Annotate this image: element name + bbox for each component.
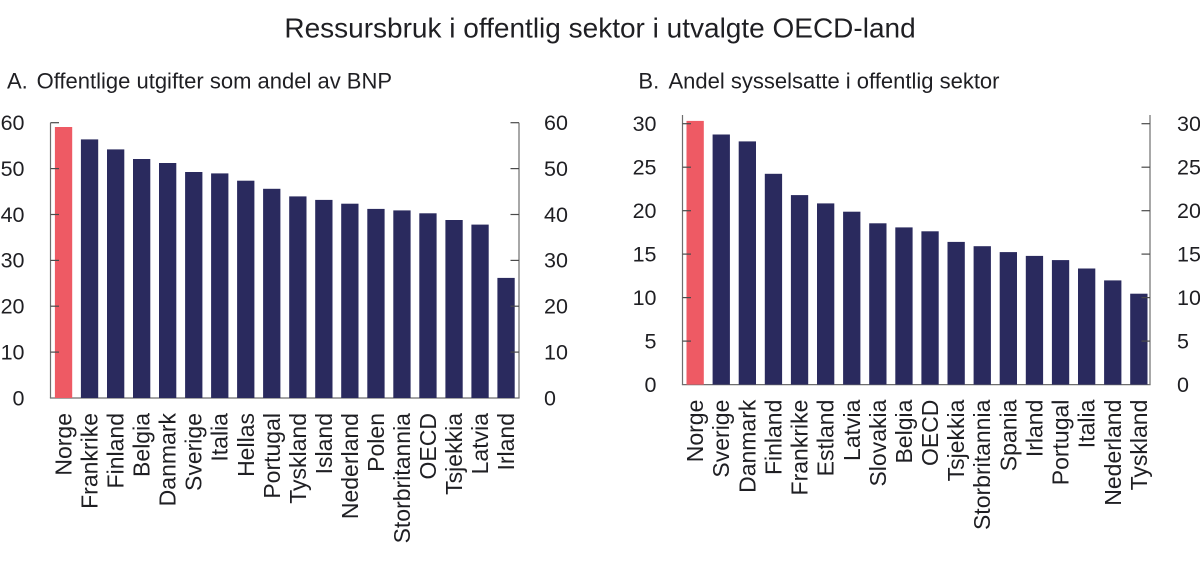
svg-text:Portugal: Portugal bbox=[259, 413, 285, 499]
svg-text:30: 30 bbox=[544, 249, 568, 273]
svg-text:Irland: Irland bbox=[1022, 400, 1048, 458]
svg-text:Estland: Estland bbox=[813, 400, 839, 477]
svg-text:Polen: Polen bbox=[363, 413, 389, 472]
svg-text:Offentlige utgifter som andel: Offentlige utgifter som andel av BNP bbox=[37, 69, 392, 94]
svg-text:OECD: OECD bbox=[415, 413, 441, 479]
svg-text:40: 40 bbox=[544, 203, 568, 227]
svg-text:Danmark: Danmark bbox=[734, 399, 760, 493]
svg-text:A.: A. bbox=[7, 69, 28, 94]
svg-text:Tyskland: Tyskland bbox=[1126, 400, 1152, 491]
svg-text:Ressursbruk i offentlig sektor: Ressursbruk i offentlig sektor i utvalgt… bbox=[284, 12, 915, 43]
svg-text:30: 30 bbox=[633, 112, 657, 136]
svg-text:Irland: Irland bbox=[493, 413, 519, 471]
svg-text:0: 0 bbox=[544, 386, 556, 410]
svg-text:Norge: Norge bbox=[51, 413, 77, 476]
svg-text:Slovakia: Slovakia bbox=[865, 399, 891, 486]
svg-text:0: 0 bbox=[645, 373, 657, 397]
svg-text:Nederland: Nederland bbox=[337, 413, 363, 519]
svg-text:10: 10 bbox=[633, 286, 657, 310]
svg-text:30: 30 bbox=[1, 249, 25, 273]
svg-text:Finland: Finland bbox=[103, 413, 129, 488]
svg-text:Norge: Norge bbox=[682, 400, 708, 463]
svg-text:Latvia: Latvia bbox=[839, 399, 865, 461]
svg-text:Frankrike: Frankrike bbox=[787, 400, 813, 496]
svg-text:60: 60 bbox=[544, 111, 568, 135]
svg-text:10: 10 bbox=[544, 340, 568, 364]
svg-text:Danmark: Danmark bbox=[155, 413, 181, 507]
svg-text:50: 50 bbox=[1, 157, 25, 181]
svg-text:20: 20 bbox=[1177, 199, 1200, 223]
svg-text:Sverige: Sverige bbox=[708, 400, 734, 478]
svg-text:Tyskland: Tyskland bbox=[285, 413, 311, 504]
svg-text:Storbritannia: Storbritannia bbox=[389, 413, 415, 544]
svg-text:Island: Island bbox=[311, 413, 337, 474]
svg-text:Finland: Finland bbox=[760, 400, 786, 475]
svg-text:0: 0 bbox=[1177, 373, 1189, 397]
svg-text:15: 15 bbox=[1177, 242, 1200, 266]
svg-text:Nederland: Nederland bbox=[1100, 400, 1126, 506]
svg-text:Andel sysselsatte i offentlig: Andel sysselsatte i offentlig sektor bbox=[669, 69, 1000, 94]
svg-text:Portugal: Portugal bbox=[1048, 400, 1074, 486]
svg-text:20: 20 bbox=[1, 295, 25, 319]
svg-text:20: 20 bbox=[633, 199, 657, 223]
svg-text:60: 60 bbox=[1, 111, 25, 135]
svg-text:30: 30 bbox=[1177, 112, 1200, 136]
svg-text:Sverige: Sverige bbox=[181, 413, 207, 491]
svg-text:Tsjekkia: Tsjekkia bbox=[943, 399, 969, 481]
svg-text:Storbritannia: Storbritannia bbox=[969, 399, 995, 530]
svg-text:Belgia: Belgia bbox=[891, 399, 917, 463]
svg-text:15: 15 bbox=[633, 242, 657, 266]
svg-text:25: 25 bbox=[633, 156, 657, 180]
svg-text:Belgia: Belgia bbox=[129, 413, 155, 477]
svg-text:B.: B. bbox=[638, 69, 659, 94]
svg-text:20: 20 bbox=[544, 295, 568, 319]
svg-text:40: 40 bbox=[1, 203, 25, 227]
svg-text:Italia: Italia bbox=[207, 413, 233, 462]
svg-text:0: 0 bbox=[13, 386, 25, 410]
svg-text:25: 25 bbox=[1177, 156, 1200, 180]
svg-text:Latvia: Latvia bbox=[467, 413, 493, 475]
svg-text:5: 5 bbox=[645, 329, 657, 353]
svg-text:10: 10 bbox=[1177, 286, 1200, 310]
svg-text:Italia: Italia bbox=[1074, 399, 1100, 448]
svg-text:Tsjekkia: Tsjekkia bbox=[441, 413, 467, 495]
svg-text:10: 10 bbox=[1, 340, 25, 364]
svg-text:5: 5 bbox=[1177, 329, 1189, 353]
svg-text:50: 50 bbox=[544, 157, 568, 181]
svg-text:Frankrike: Frankrike bbox=[77, 413, 103, 509]
svg-text:OECD: OECD bbox=[917, 400, 943, 466]
svg-text:Spania: Spania bbox=[995, 399, 1021, 471]
svg-text:Hellas: Hellas bbox=[233, 413, 259, 477]
